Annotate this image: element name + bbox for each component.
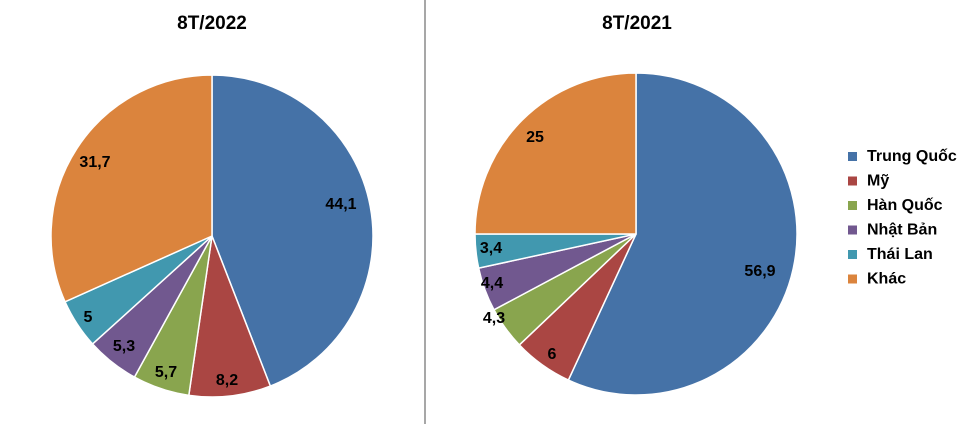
legend-label-trung-quoc: Trung Quốc bbox=[867, 148, 957, 165]
pie-title-2021: 8T/2021 bbox=[602, 13, 672, 34]
pie-2022-slices bbox=[50, 74, 374, 398]
legend-swatch-khac bbox=[848, 274, 857, 284]
pie-chart-2022: 8T/2022 44,1 8,2 5,7 5,3 5 31,7 bbox=[50, 13, 374, 398]
pie-2021-label-nhat-ban: 4,4 bbox=[481, 275, 503, 292]
pie-2022-label-nhat-ban: 5,3 bbox=[113, 338, 135, 355]
pie-2021-label-han-quoc: 4,3 bbox=[483, 310, 505, 327]
legend-label-thai-lan: Thái Lan bbox=[867, 246, 933, 263]
pie-2021-labels: 56,9 6 4,3 4,4 3,4 25 bbox=[480, 129, 776, 363]
pie-2022-label-my: 8,2 bbox=[216, 372, 238, 389]
pie-2021-slice-trung-quoc bbox=[567, 72, 798, 396]
legend-label-han-quoc: Hàn Quốc bbox=[867, 197, 943, 214]
legend-swatch-my bbox=[848, 176, 857, 186]
legend: Trung Quốc Mỹ Hàn Quốc Nhật Bản Thái Lan Khác bbox=[848, 148, 957, 288]
pie-2022-slice-khac bbox=[50, 74, 213, 303]
pie-2022-label-han-quoc: 5,7 bbox=[155, 364, 177, 381]
legend-swatch-nhat-ban bbox=[848, 225, 857, 235]
pie-chart-2021: 8T/2021 56,9 6 4,3 4,4 3,4 25 bbox=[474, 13, 798, 396]
pie-2021-label-my: 6 bbox=[548, 346, 557, 363]
pie-2022-label-thai-lan: 5 bbox=[84, 309, 93, 326]
pie-2021-slices bbox=[474, 72, 798, 396]
pie-2021-slice-khac bbox=[474, 72, 637, 235]
legend-label-nhat-ban: Nhật Bản bbox=[867, 222, 937, 239]
pie-2022-labels: 44,1 8,2 5,7 5,3 5 31,7 bbox=[79, 154, 356, 389]
pie-2022-label-trung-quoc: 44,1 bbox=[325, 196, 356, 213]
legend-swatch-thai-lan bbox=[848, 250, 857, 259]
pie-2021-label-khac: 25 bbox=[526, 129, 544, 146]
pie-2022-label-khac: 31,7 bbox=[79, 154, 110, 171]
legend-label-khac: Khác bbox=[867, 271, 906, 288]
pie-2022-slice-trung-quoc bbox=[211, 74, 374, 388]
pie-2021-label-trung-quoc: 56,9 bbox=[744, 263, 775, 280]
pie-title-2022: 8T/2022 bbox=[177, 13, 247, 34]
pie-2021-label-thai-lan: 3,4 bbox=[480, 240, 502, 257]
legend-label-my: Mỹ bbox=[867, 173, 889, 190]
legend-swatch-han-quoc bbox=[848, 201, 857, 210]
legend-swatch-trung-quoc bbox=[848, 152, 857, 161]
